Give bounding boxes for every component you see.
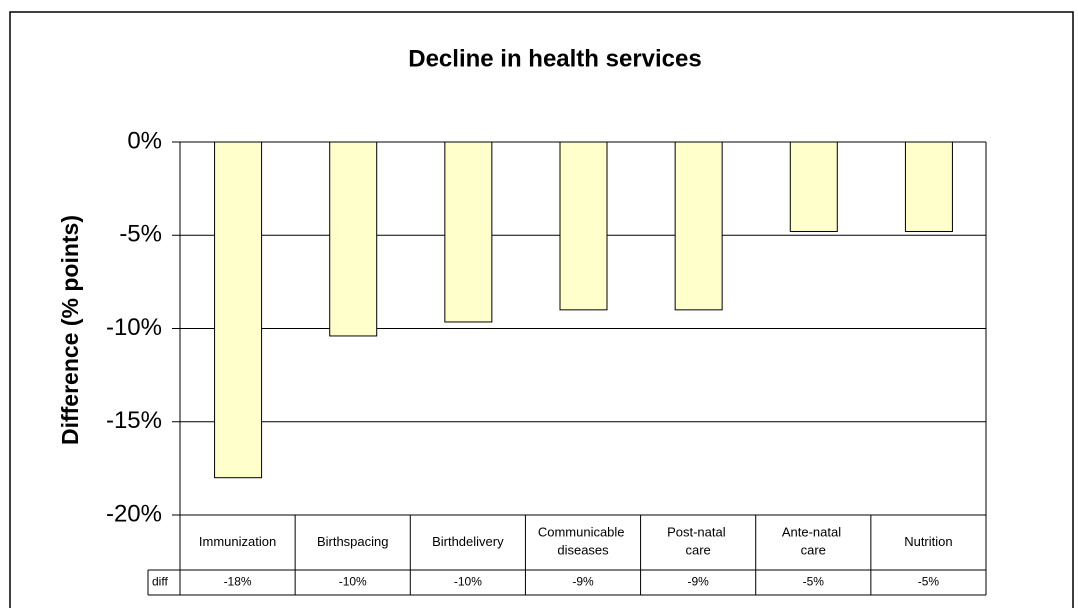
value-label: -9% [687,575,709,589]
bar [674,141,723,311]
y-tick-label: -5% [119,221,162,248]
bar [329,141,378,337]
x-tick-label: Birthdelivery [432,534,504,549]
bar [789,141,838,233]
bar [559,141,608,311]
x-tick-label: Post-natal care [667,525,729,558]
value-label: -18% [224,575,252,589]
legend-label: diff [152,575,168,589]
x-tick-label: Communicable diseases [538,525,628,558]
y-tick-label: 0% [127,127,162,154]
value-label: -10% [454,575,482,589]
x-tick-label: Immunization [199,534,276,549]
bar [904,141,953,233]
value-label: -5% [918,575,940,589]
value-label: -9% [572,575,594,589]
x-tick-label: Ante-natal care [782,525,845,558]
y-tick-label: -10% [106,314,162,341]
y-axis-label: Difference (% points) [57,215,83,445]
bar [214,141,263,479]
y-tick-label: -15% [106,407,162,434]
x-tick-label: Birthspacing [317,534,389,549]
x-tick-label: Nutrition [904,534,952,549]
y-tick-label: -20% [106,500,162,527]
value-label: -5% [803,575,825,589]
chart-title: Decline in health services [408,45,701,72]
chart-frame [9,11,1074,608]
bar [444,141,493,323]
value-label: -10% [339,575,367,589]
